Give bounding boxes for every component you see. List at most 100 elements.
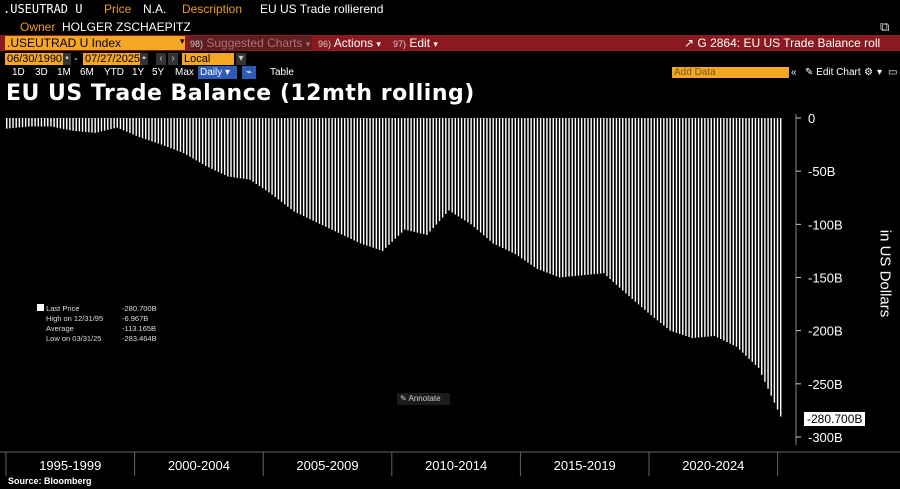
annotate-button[interactable]: ✎ Annotate bbox=[397, 393, 450, 405]
dropdown-icon[interactable]: ▾ bbox=[180, 36, 185, 46]
bar-0 bbox=[6, 118, 8, 129]
bar-108 bbox=[347, 118, 349, 238]
bar-218 bbox=[694, 118, 697, 338]
bar-42 bbox=[138, 118, 141, 138]
bar-138 bbox=[441, 118, 444, 218]
bar-14 bbox=[50, 118, 52, 127]
bar-225 bbox=[716, 118, 719, 338]
period-6m[interactable]: 6M bbox=[80, 67, 94, 78]
bar-121 bbox=[388, 118, 390, 245]
period-ytd[interactable]: YTD bbox=[104, 67, 124, 78]
bar-26 bbox=[88, 118, 90, 133]
bar-124 bbox=[397, 118, 400, 236]
bar-61 bbox=[198, 118, 201, 163]
x-period-label-2: 2005-2009 bbox=[296, 458, 358, 473]
minimize-icon[interactable]: ▭ bbox=[888, 67, 898, 78]
bar-105 bbox=[337, 118, 340, 233]
line-chart-icon[interactable]: ⌁ bbox=[242, 66, 256, 79]
bar-169 bbox=[539, 118, 542, 271]
end-date-input[interactable]: 07/27/2025 bbox=[83, 53, 141, 65]
bar-44 bbox=[145, 118, 147, 140]
calendar-icon[interactable]: ▪ bbox=[63, 53, 71, 65]
bar-192 bbox=[612, 118, 614, 282]
bar-228 bbox=[726, 118, 728, 343]
chevron-down-icon[interactable]: ▾ bbox=[236, 53, 246, 65]
bar-156 bbox=[498, 118, 501, 247]
security-input[interactable]: .USEUTRAD U Index bbox=[5, 36, 185, 50]
low-value: -283.464B bbox=[122, 334, 157, 343]
actions-menu[interactable]: 96) Actions ▾ bbox=[318, 36, 381, 50]
bar-64 bbox=[208, 118, 210, 168]
x-period-label-3: 2010-2014 bbox=[425, 458, 487, 473]
bar-120 bbox=[385, 118, 387, 248]
actions-label: Actions bbox=[333, 36, 374, 50]
bar-39 bbox=[129, 118, 131, 134]
y-tick-label-3: -150B bbox=[808, 271, 843, 286]
bar-226 bbox=[719, 118, 722, 340]
y-tick-label-1: -50B bbox=[808, 164, 835, 179]
bar-194 bbox=[618, 118, 621, 288]
bar-25 bbox=[84, 118, 87, 132]
bar-240 bbox=[764, 118, 766, 382]
bar-88 bbox=[284, 118, 286, 205]
bar-190 bbox=[606, 118, 608, 277]
external-link-icon: ↗ bbox=[684, 36, 695, 50]
bar-75 bbox=[242, 118, 245, 179]
bar-30 bbox=[100, 118, 103, 132]
period-1y[interactable]: 1Y bbox=[132, 67, 145, 78]
bar-180 bbox=[574, 118, 577, 276]
settings-icon[interactable]: ⚙ bbox=[864, 67, 873, 78]
start-date-input[interactable]: 06/30/1990 bbox=[5, 53, 63, 65]
bar-78 bbox=[252, 118, 254, 182]
bar-160 bbox=[511, 118, 513, 253]
bar-57 bbox=[186, 118, 188, 155]
bar-58 bbox=[189, 118, 191, 157]
add-data-input[interactable]: Add Data bbox=[672, 67, 789, 78]
bar-73 bbox=[236, 118, 239, 178]
edit-chart-button[interactable]: ✎ Edit Chart bbox=[805, 66, 861, 79]
period-5y[interactable]: 5Y bbox=[152, 67, 165, 78]
period-1m[interactable]: 1M bbox=[57, 67, 71, 78]
calendar-icon[interactable]: ▪ bbox=[140, 53, 148, 65]
bar-107 bbox=[344, 118, 346, 236]
bar-133 bbox=[426, 118, 428, 235]
bar-182 bbox=[580, 118, 583, 276]
collapse-icon[interactable]: « bbox=[791, 67, 797, 78]
bar-40 bbox=[132, 118, 134, 135]
bar-56 bbox=[182, 118, 185, 154]
legend-high: High on 12/31/95 -6.967B bbox=[37, 314, 167, 324]
bar-37 bbox=[122, 118, 125, 131]
currency-select[interactable]: Local CCY bbox=[182, 53, 234, 77]
bar-24 bbox=[81, 118, 84, 132]
chart-id-link[interactable]: ↗ G 2864: EU US Trade Balance roll bbox=[684, 36, 880, 50]
bar-41 bbox=[135, 118, 137, 136]
bar-70 bbox=[227, 118, 229, 177]
bar-51 bbox=[167, 118, 169, 148]
bar-167 bbox=[533, 118, 535, 267]
bar-101 bbox=[325, 118, 327, 227]
bar-11 bbox=[40, 118, 43, 127]
prev-arrow-icon[interactable]: ‹ bbox=[156, 53, 166, 65]
bar-74 bbox=[239, 118, 242, 179]
bar-99 bbox=[318, 118, 321, 224]
bar-13 bbox=[47, 118, 49, 127]
bar-174 bbox=[555, 118, 558, 277]
bar-209 bbox=[666, 118, 668, 329]
period-3d[interactable]: 3D bbox=[35, 67, 48, 78]
bar-236 bbox=[751, 118, 753, 362]
bar-48 bbox=[157, 118, 160, 144]
more-icon[interactable]: ▾ bbox=[877, 67, 883, 78]
period-1d[interactable]: 1D bbox=[12, 67, 25, 78]
popout-icon[interactable]: ⧉ bbox=[880, 19, 890, 34]
table-button[interactable]: Table bbox=[270, 67, 294, 78]
next-arrow-icon[interactable]: › bbox=[168, 53, 178, 65]
ticker-label[interactable]: .USEUTRAD U bbox=[3, 2, 83, 16]
suggested-charts-menu[interactable]: 98) Suggested Charts ▾ bbox=[190, 36, 312, 50]
bar-150 bbox=[479, 118, 482, 233]
frequency-select[interactable]: Daily ▾ bbox=[198, 66, 237, 79]
period-max[interactable]: Max bbox=[175, 67, 194, 78]
bar-188 bbox=[599, 118, 602, 274]
edit-menu[interactable]: 97) Edit ▾ bbox=[393, 36, 438, 50]
bar-27 bbox=[91, 118, 93, 133]
edit-num: 97) bbox=[393, 39, 407, 49]
